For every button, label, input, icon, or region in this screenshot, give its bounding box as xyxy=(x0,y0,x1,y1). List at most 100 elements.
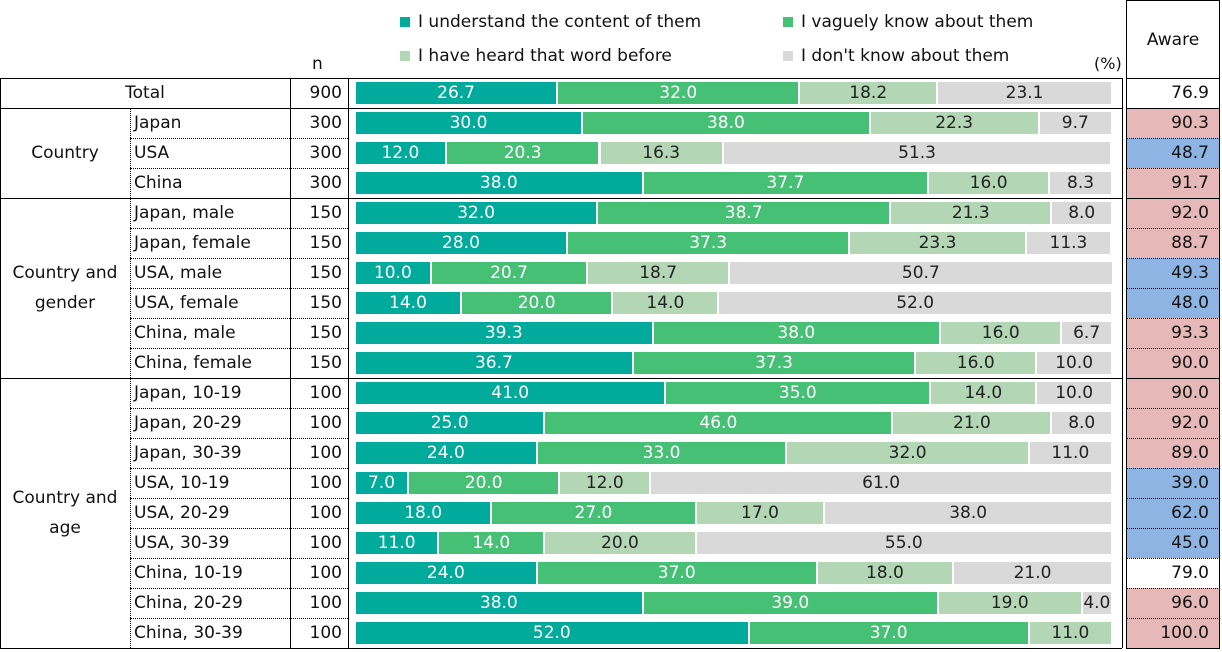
row-divider xyxy=(130,168,348,169)
row-divider xyxy=(1127,588,1220,589)
bar-segment-dont-know: 9.7 xyxy=(1039,112,1111,134)
row-n: 300 xyxy=(309,113,342,133)
bar-segment-heard: 22.3 xyxy=(870,112,1038,134)
bar-segment-heard: 16.0 xyxy=(929,172,1049,194)
column-border xyxy=(348,78,349,648)
legend-swatch xyxy=(400,51,410,61)
bar-segment-vaguely: 32.0 xyxy=(558,82,799,104)
row-divider xyxy=(130,288,348,289)
bar-segment-heard: 19.0 xyxy=(938,592,1081,614)
bar-segment-vaguely: 37.3 xyxy=(567,232,849,254)
row-divider xyxy=(130,498,348,499)
bar-segment-vaguely: 35.0 xyxy=(666,382,930,404)
n-header: n xyxy=(312,54,323,74)
group-divider xyxy=(1126,378,1220,379)
bar-segment-heard: 14.0 xyxy=(931,382,1036,404)
group-label: Country and age xyxy=(12,488,118,538)
bar-segment-dont-know: 61.0 xyxy=(651,472,1111,494)
row-divider xyxy=(1127,138,1220,139)
row-label: Japan, 20-29 xyxy=(134,413,242,433)
row-label: USA, male xyxy=(134,263,223,283)
group-sep xyxy=(130,198,131,378)
group-label: Country xyxy=(31,143,99,163)
row-divider xyxy=(130,618,348,619)
row-divider xyxy=(130,258,348,259)
row-divider xyxy=(130,408,348,409)
column-border xyxy=(0,78,1,648)
bar-segment-heard: 21.3 xyxy=(891,202,1051,224)
bar-segment-dont-know: 23.1 xyxy=(938,82,1111,104)
bar-segment-vaguely: 46.0 xyxy=(545,412,892,434)
bar-segment-dont-know: 55.0 xyxy=(696,532,1111,554)
row-label: Japan, 10-19 xyxy=(134,383,242,403)
table-bottom xyxy=(1126,648,1220,649)
row-n: 100 xyxy=(309,563,342,583)
row-divider xyxy=(130,348,348,349)
bar-segment-vaguely: 38.0 xyxy=(653,322,940,344)
legend-swatch xyxy=(400,17,410,27)
row-label: USA, 20-29 xyxy=(134,503,230,523)
legend-label: I understand the content of them xyxy=(418,12,702,32)
legend-swatch xyxy=(783,17,793,27)
bar-segment-heard: 20.0 xyxy=(545,532,695,554)
bar-segment-vaguely: 33.0 xyxy=(537,442,786,464)
group-divider xyxy=(1126,198,1220,199)
bar-segment-dont-know: 11.0 xyxy=(1029,442,1111,464)
row-label: USA, female xyxy=(134,293,239,313)
group-label: Country and gender xyxy=(12,263,118,313)
row-n: 100 xyxy=(309,443,342,463)
bar-segment-understand: 30.0 xyxy=(356,112,582,134)
row-divider xyxy=(1127,318,1220,319)
bar-segment-understand: 25.0 xyxy=(356,412,544,434)
row-label: China, male xyxy=(134,323,236,343)
bar-segment-vaguely: 37.3 xyxy=(633,352,915,374)
row-divider xyxy=(130,558,348,559)
bar-segment-understand: 52.0 xyxy=(356,622,748,644)
legend-label: I don't know about them xyxy=(801,46,1010,66)
column-border xyxy=(1122,78,1123,648)
bar-segment-understand: 10.0 xyxy=(356,262,430,284)
bar-segment-dont-know: 4.0 xyxy=(1082,592,1111,614)
bar-segment-vaguely: 20.3 xyxy=(446,142,599,164)
row-divider xyxy=(1127,558,1220,559)
row-label: USA xyxy=(134,143,170,163)
bar-segment-heard: 11.0 xyxy=(1029,622,1111,644)
row-label: China xyxy=(134,173,183,193)
bar-segment-vaguely: 37.0 xyxy=(749,622,1028,644)
legend-label: I vaguely know about them xyxy=(801,12,1034,32)
row-divider xyxy=(1127,468,1220,469)
bar-segment-heard: 18.0 xyxy=(817,562,953,584)
group-divider xyxy=(0,378,1122,379)
bar-segment-dont-know: 6.7 xyxy=(1062,322,1111,344)
row-label: China, 30-39 xyxy=(134,623,243,643)
row-label: Japan, female xyxy=(134,233,251,253)
row-divider xyxy=(1127,438,1220,439)
row-label: Japan, 30-39 xyxy=(134,443,242,463)
bar-segment-understand: 41.0 xyxy=(356,382,665,404)
bar-segment-understand: 14.0 xyxy=(356,292,460,314)
bar-segment-dont-know: 10.0 xyxy=(1037,382,1111,404)
bar-segment-understand: 12.0 xyxy=(356,142,445,164)
unit-label: (%) xyxy=(1094,54,1122,73)
group-sep xyxy=(130,378,131,648)
row-n: 300 xyxy=(309,173,342,193)
aware-value: 91.7 xyxy=(1127,168,1219,198)
bar-segment-understand: 24.0 xyxy=(356,442,536,464)
aware-value: 48.0 xyxy=(1127,288,1219,318)
aware-value: 96.0 xyxy=(1127,588,1219,618)
row-n: 150 xyxy=(309,263,342,283)
legend-swatch xyxy=(783,51,793,61)
row-divider xyxy=(1127,408,1220,409)
row-divider xyxy=(130,438,348,439)
row-divider xyxy=(130,138,348,139)
bar-segment-understand: 24.0 xyxy=(356,562,536,584)
aware-value: 48.7 xyxy=(1127,138,1219,168)
bar-segment-heard: 21.0 xyxy=(893,412,1051,434)
bar-segment-heard: 18.2 xyxy=(800,82,937,104)
row-divider xyxy=(1127,618,1220,619)
bar-segment-dont-know: 21.0 xyxy=(954,562,1111,584)
row-n: 100 xyxy=(309,503,342,523)
bar-segment-dont-know: 52.0 xyxy=(719,292,1111,314)
row-label: China, 10-19 xyxy=(134,563,243,583)
